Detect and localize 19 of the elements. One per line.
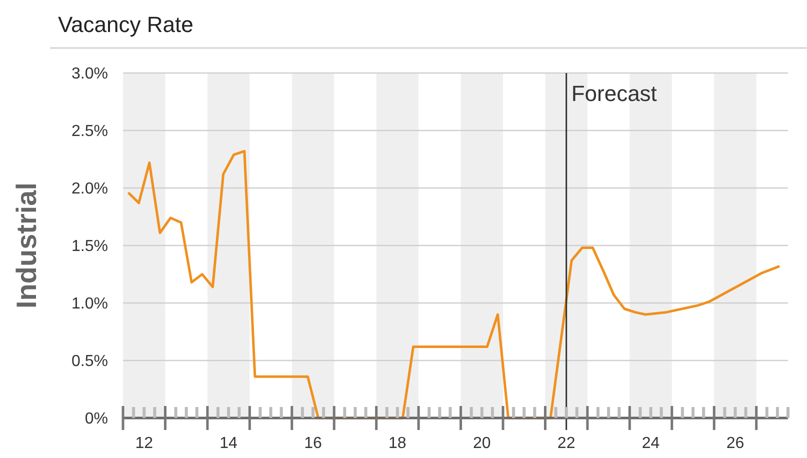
y-tick-label: 2.0% <box>72 180 108 198</box>
x-tick-label: 24 <box>642 435 660 452</box>
y-axis-title: Industrial <box>11 182 42 309</box>
chart-title: Vacancy Rate <box>58 12 194 37</box>
y-tick-label: 0% <box>84 410 108 428</box>
x-tick-label: 14 <box>220 435 238 452</box>
x-tick-label: 18 <box>388 435 406 452</box>
y-tick-label: 1.0% <box>72 296 108 313</box>
line-series <box>127 150 781 420</box>
x-tick-label: 20 <box>472 435 491 452</box>
x-tick-label: 26 <box>726 435 744 452</box>
ref-line-label: Forecast <box>571 81 657 106</box>
y-tick-label: 1.5% <box>72 238 108 256</box>
x-tick-label: 12 <box>135 435 154 452</box>
y-tick-label: 0.5% <box>72 353 108 370</box>
x-tick-label: 16 <box>304 435 322 452</box>
y-tick-label: 2.5% <box>72 123 108 140</box>
x-tick-label: 22 <box>557 435 576 452</box>
y-tick-label: 3.0% <box>72 66 108 83</box>
